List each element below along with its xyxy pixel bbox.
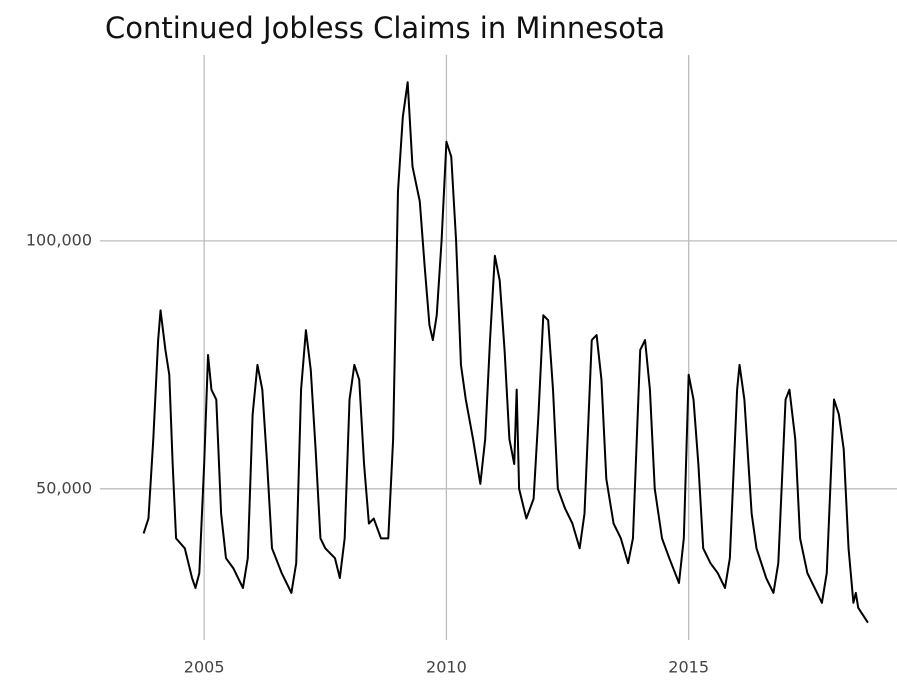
x-tick-label: 2005 [184, 658, 225, 677]
chart-title: Continued Jobless Claims in Minnesota [105, 11, 665, 45]
x-tick-label: 2010 [426, 658, 467, 677]
y-tick-label: 50,000 [36, 478, 92, 497]
x-tick-label: 2015 [668, 658, 709, 677]
line [142, 81, 869, 624]
y-tick-label: 100,000 [26, 230, 92, 249]
